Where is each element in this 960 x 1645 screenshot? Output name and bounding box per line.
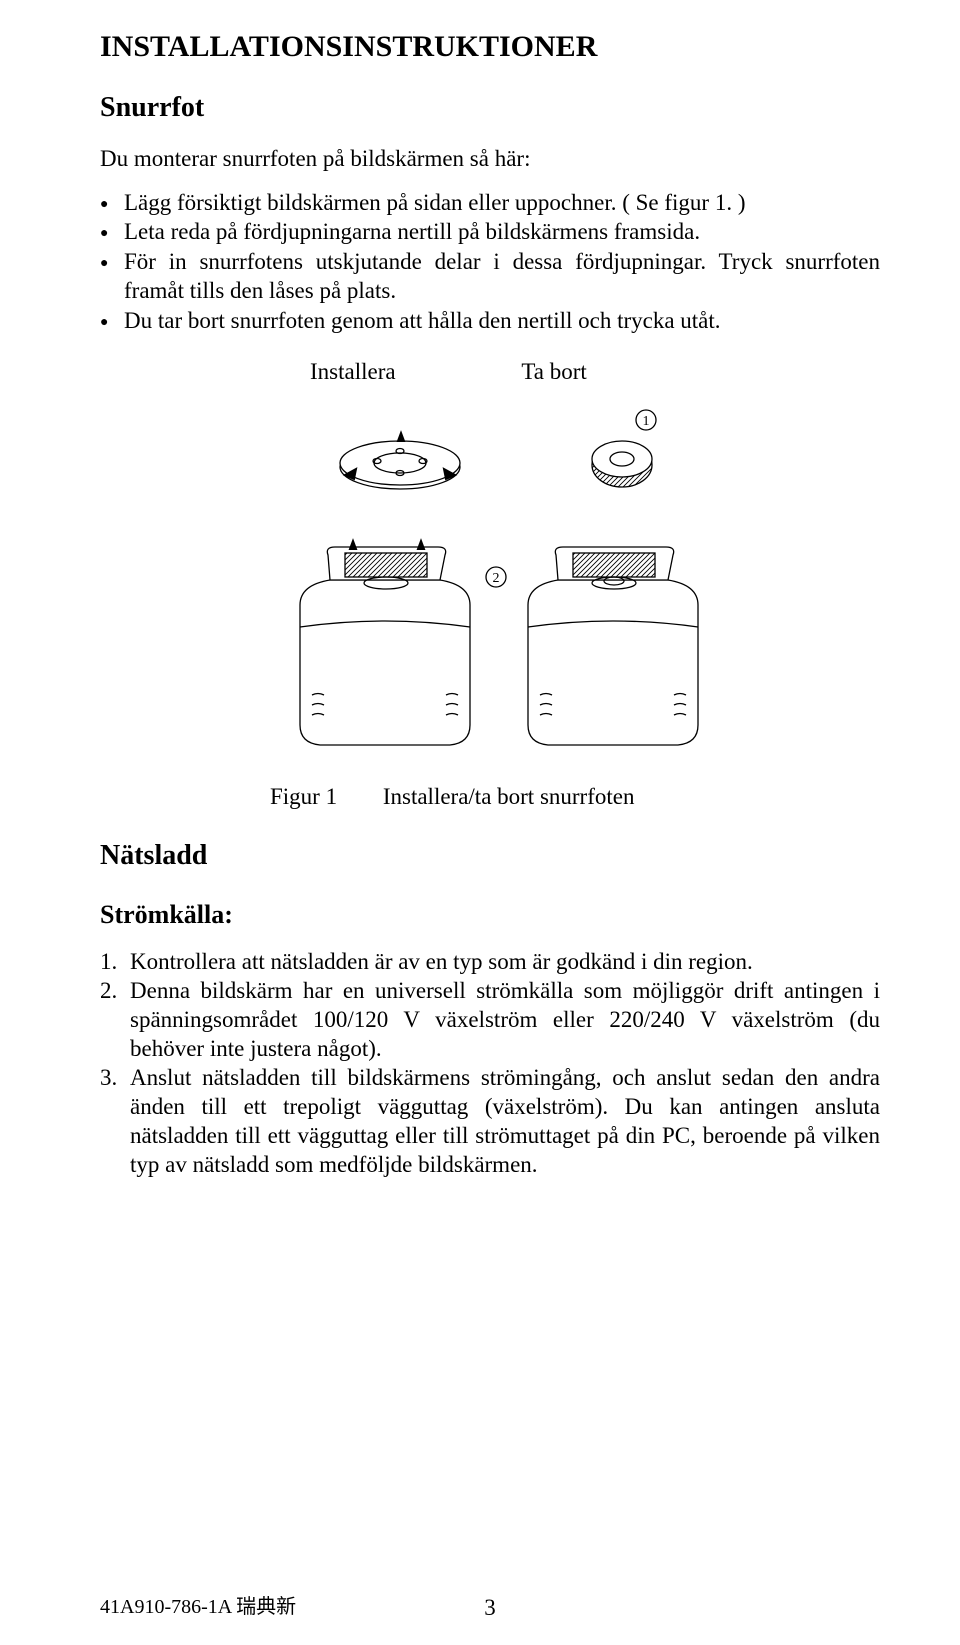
heading-snurrfot: Snurrfot bbox=[100, 92, 880, 124]
bullet-item: Lägg försiktigt bildskärmen på sidan ell… bbox=[100, 188, 880, 217]
bullet-item: Leta reda på fördjupningarna nertill på … bbox=[100, 217, 880, 246]
heading-natsladd: Nätsladd bbox=[100, 840, 880, 872]
label-install: Installera bbox=[310, 359, 396, 385]
figure-caption: Figur 1 Installera/ta bort snurrfoten bbox=[100, 784, 880, 810]
right-monitor-icon bbox=[528, 547, 698, 745]
callout-1-text: 1 bbox=[643, 414, 650, 429]
bullet-item: Du tar bort snurrfoten genom att hålla d… bbox=[100, 306, 880, 335]
figure-1: 1 bbox=[100, 395, 880, 770]
page-footer: 41A910-786-1A 瑞典新 3 bbox=[100, 1590, 880, 1619]
heading-stromkalla: Strömkälla: bbox=[100, 900, 880, 930]
snurrfot-bullets: Lägg försiktigt bildskärmen på sidan ell… bbox=[100, 188, 880, 335]
page-title: INSTALLATIONSINSTRUKTIONER bbox=[100, 30, 880, 64]
stromkalla-list: Kontrollera att nätsladden är av en typ … bbox=[100, 948, 880, 1180]
list-item: Denna bildskärm har en universell strömk… bbox=[100, 977, 880, 1064]
figure-labels: Installera Ta bort bbox=[100, 359, 880, 385]
label-remove: Ta bort bbox=[521, 359, 586, 385]
list-item: Kontrollera att nätsladden är av en typ … bbox=[100, 948, 880, 977]
callout-2-text: 2 bbox=[493, 571, 500, 586]
left-base-icon bbox=[340, 433, 460, 489]
snurrfot-intro: Du monterar snurrfoten på bildskärmen så… bbox=[100, 146, 880, 172]
bullet-item: För in snurrfotens utskjutande delar i d… bbox=[100, 247, 880, 306]
page-number: 3 bbox=[484, 1595, 496, 1621]
figure-caption-text: Installera/ta bort snurrfoten bbox=[383, 784, 635, 810]
figure-svg: 1 bbox=[250, 395, 730, 765]
footer-code: 41A910-786-1A 瑞典新 bbox=[100, 1596, 296, 1618]
callout-1: 1 bbox=[636, 410, 656, 430]
left-monitor-icon bbox=[300, 541, 470, 745]
page: INSTALLATIONSINSTRUKTIONER Snurrfot Du m… bbox=[0, 0, 960, 1645]
figure-label: Figur 1 bbox=[270, 784, 337, 810]
right-base-icon bbox=[592, 441, 652, 487]
callout-2: 2 bbox=[486, 567, 506, 587]
list-item: Anslut nätsladden till bildskärmens strö… bbox=[100, 1064, 880, 1180]
